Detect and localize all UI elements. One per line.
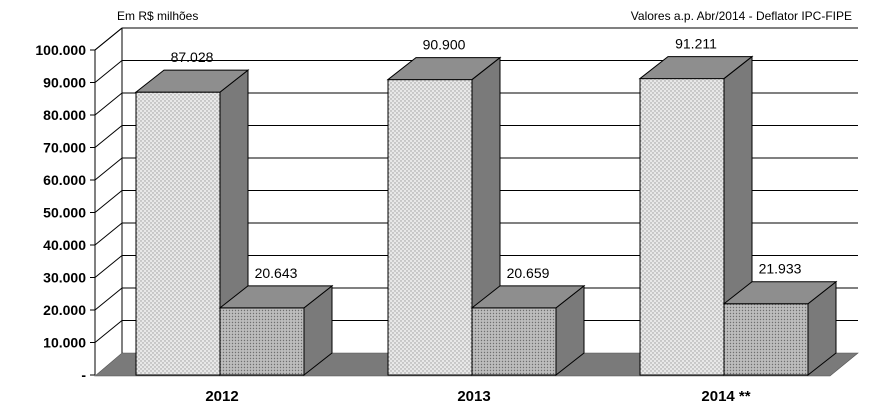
side-gridline xyxy=(94,157,123,181)
side-gridline xyxy=(94,320,123,343)
x-tick-label: 2013 xyxy=(457,388,490,405)
data-label: 20.643 xyxy=(255,265,298,281)
bar-top xyxy=(722,281,838,305)
side-gridline xyxy=(94,287,123,311)
y-tick-label: 60.000 xyxy=(43,172,86,188)
data-label: 20.659 xyxy=(507,265,550,281)
y-tick-label: 90.000 xyxy=(43,75,86,91)
data-label: 21.933 xyxy=(759,261,802,277)
side-gridline xyxy=(94,92,123,116)
bar-top xyxy=(638,56,754,80)
bar-front xyxy=(387,79,473,376)
bar-front xyxy=(471,307,557,376)
y-tick-label: 100.000 xyxy=(35,42,86,58)
x-tick-label: 2012 xyxy=(205,388,238,405)
side-gridline xyxy=(94,60,123,83)
data-label: 91.211 xyxy=(675,36,717,52)
data-label: 90.900 xyxy=(423,37,466,53)
y-tick-label: - xyxy=(81,367,86,383)
bar-top xyxy=(470,285,586,309)
side-gridline xyxy=(94,190,123,213)
side-gridline xyxy=(94,222,123,246)
bar-top xyxy=(386,57,502,81)
x-tick-label: 2014 ** xyxy=(701,388,750,405)
bar-front xyxy=(219,307,305,376)
y-tick-label: 10.000 xyxy=(43,335,86,351)
side-gridline xyxy=(94,125,123,148)
top-side-edge xyxy=(94,27,123,51)
y-tick-label: 70.000 xyxy=(43,140,86,156)
bar-top xyxy=(218,285,334,309)
bar-front xyxy=(135,91,221,376)
y-tick-label: 80.000 xyxy=(43,107,86,123)
y-tick-label: 30.000 xyxy=(43,270,86,286)
y-tick-label: 20.000 xyxy=(43,302,86,318)
unit-note: Em R$ milhões xyxy=(117,9,198,23)
data-label: 87.028 xyxy=(171,49,214,65)
bar-top xyxy=(134,69,250,93)
y-tick-label: 50.000 xyxy=(43,205,86,221)
source-note: Valores a.p. Abr/2014 - Deflator IPC-FIP… xyxy=(631,9,852,23)
bar-front xyxy=(639,78,725,376)
y-tick-label: 40.000 xyxy=(43,237,86,253)
side-gridline xyxy=(94,255,123,278)
bar-front xyxy=(723,303,809,376)
